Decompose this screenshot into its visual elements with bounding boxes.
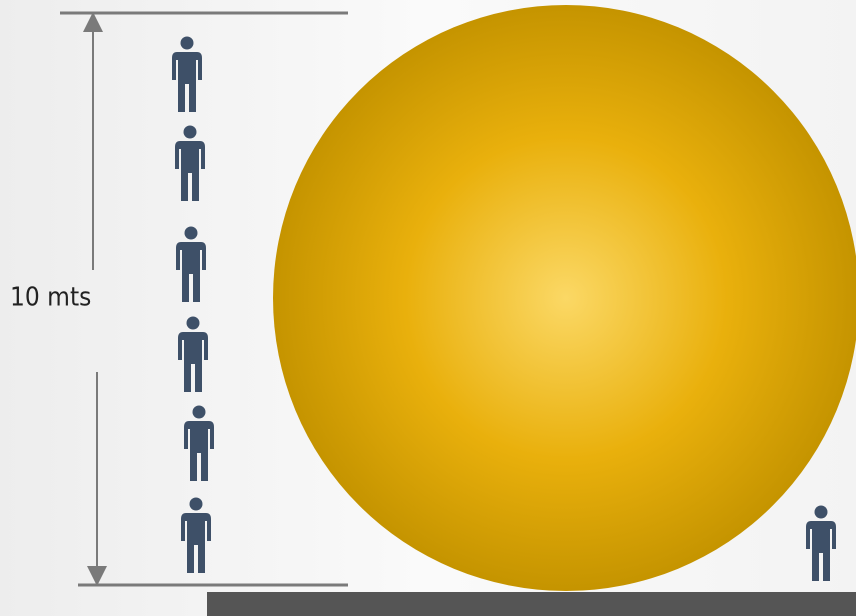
sphere [273,5,856,591]
ground-bar [207,592,856,616]
height-label: 10 mts [10,283,91,313]
page: 10 mts (() => { const data = JSON.parse(… [0,0,856,616]
diagram: 10 mts [0,0,856,616]
